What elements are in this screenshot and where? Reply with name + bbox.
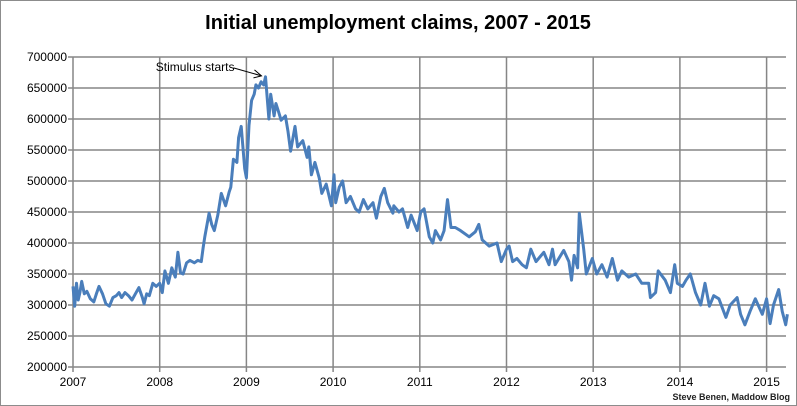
y-tick-label: 650000	[27, 81, 67, 95]
x-tick-label: 2010	[320, 375, 347, 389]
annotation-stimulus-starts: Stimulus starts	[156, 60, 235, 74]
y-tick-label: 400000	[27, 236, 67, 250]
y-tick-label: 200000	[27, 360, 67, 374]
y-tick-label: 600000	[27, 112, 67, 126]
credit-text: Steve Benen, Maddow Blog	[672, 392, 790, 402]
x-tick-label: 2008	[146, 375, 173, 389]
y-axis-ticks: 200000 250000 300000 350000 400000 450000 5000…	[27, 50, 67, 374]
annotation-arrow	[233, 67, 262, 77]
y-tick-label: 500000	[27, 174, 67, 188]
y-tick-label: 450000	[27, 205, 67, 219]
x-tick-label: 2009	[233, 375, 260, 389]
series-line	[71, 75, 789, 327]
y-tick-label: 350000	[27, 267, 67, 281]
y-tick-label: 300000	[27, 298, 67, 312]
x-tick-label: 2014	[667, 375, 694, 389]
x-tick-label: 2013	[580, 375, 607, 389]
x-tick-label: 2007	[60, 375, 87, 389]
gridlines	[68, 56, 786, 372]
x-axis-ticks: 2007 2008 2009 2010 2011 2012 2013 2014 2015	[60, 375, 781, 389]
x-tick-label: 2012	[493, 375, 520, 389]
y-tick-label: 700000	[27, 50, 67, 64]
chart-title: Initial unemployment claims, 2007 - 2015	[205, 12, 591, 34]
x-tick-label: 2015	[753, 375, 780, 389]
y-tick-label: 550000	[27, 143, 67, 157]
annotation-arrowhead	[253, 69, 263, 79]
y-tick-label: 250000	[27, 329, 67, 343]
x-tick-label: 2011	[407, 375, 433, 389]
